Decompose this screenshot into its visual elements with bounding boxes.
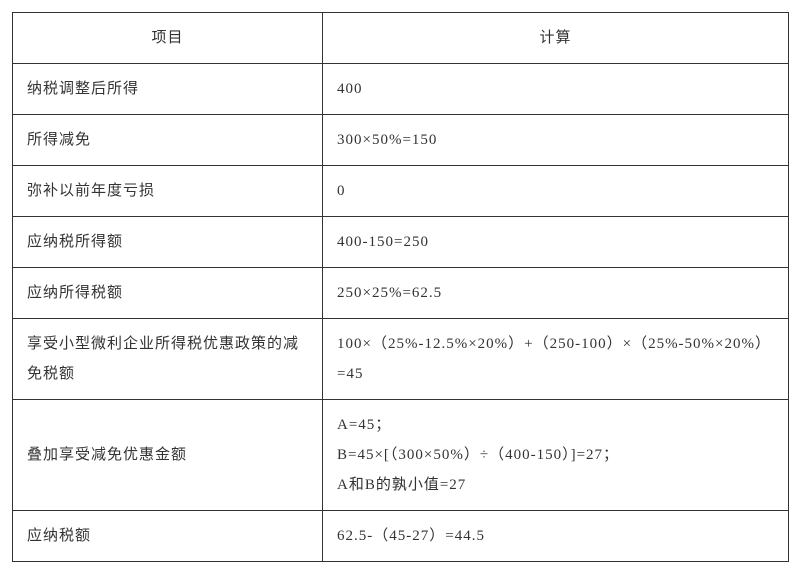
row-value: 300×50%=150 (323, 115, 789, 166)
row-label: 应纳所得税额 (13, 268, 323, 319)
col-header-calc: 计算 (323, 13, 789, 64)
col-header-item: 项目 (13, 13, 323, 64)
row-label: 应纳税所得额 (13, 217, 323, 268)
table-row: 所得减免 300×50%=150 (13, 115, 789, 166)
tax-calc-table: 项目 计算 纳税调整后所得 400 所得减免 300×50%=150 弥补以前年… (12, 12, 789, 562)
row-value: 400-150=250 (323, 217, 789, 268)
table-row: 应纳税额 62.5-（45-27）=44.5 (13, 511, 789, 562)
row-value: 62.5-（45-27）=44.5 (323, 511, 789, 562)
row-label: 应纳税额 (13, 511, 323, 562)
row-value: 100×（25%-12.5%×20%）+（250-100）×（25%-50%×2… (323, 319, 789, 400)
table-row: 应纳所得税额 250×25%=62.5 (13, 268, 789, 319)
table-row: 应纳税所得额 400-150=250 (13, 217, 789, 268)
row-value: A=45； B=45×[（300×50%）÷（400-150）]=27； A和B… (323, 400, 789, 511)
row-label: 纳税调整后所得 (13, 64, 323, 115)
row-label: 享受小型微利企业所得税优惠政策的减免税额 (13, 319, 323, 400)
row-label: 所得减免 (13, 115, 323, 166)
row-value: 0 (323, 166, 789, 217)
row-label: 叠加享受减免优惠金额 (13, 400, 323, 511)
row-label: 弥补以前年度亏损 (13, 166, 323, 217)
table-row: 纳税调整后所得 400 (13, 64, 789, 115)
table-row: 叠加享受减免优惠金额 A=45； B=45×[（300×50%）÷（400-15… (13, 400, 789, 511)
row-value: 250×25%=62.5 (323, 268, 789, 319)
row-value: 400 (323, 64, 789, 115)
table-row: 弥补以前年度亏损 0 (13, 166, 789, 217)
table-header-row: 项目 计算 (13, 13, 789, 64)
table-row: 享受小型微利企业所得税优惠政策的减免税额 100×（25%-12.5%×20%）… (13, 319, 789, 400)
